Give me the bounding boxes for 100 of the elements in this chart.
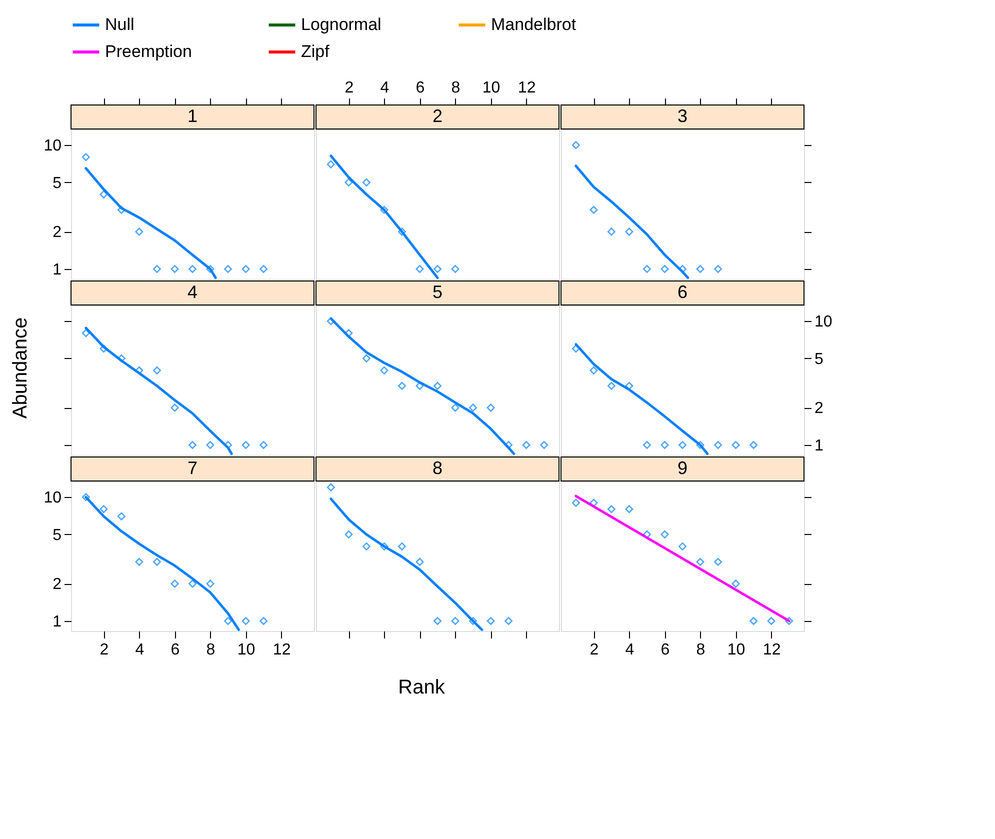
y-tick-label: 10 [814,314,832,331]
point [696,558,704,566]
point [380,542,388,550]
point [540,440,548,449]
point [572,498,580,507]
point [326,483,335,492]
y-axis-title: Abundance [10,317,32,419]
point [398,382,406,390]
x-tick-label: 12 [518,80,536,96]
point [152,558,161,566]
point [188,264,197,273]
y-tick-label: 1 [52,613,62,630]
x-tick-label: 2 [344,80,354,96]
point [206,440,214,449]
point [100,344,108,353]
point [170,580,179,588]
point [696,440,704,449]
x-tick-label: 10 [727,642,746,658]
point [625,382,634,390]
point [607,228,616,236]
point [100,505,108,514]
point [224,264,232,273]
point [714,440,722,449]
x-tick-label: 6 [170,642,180,658]
x-tick-label: 8 [206,642,216,658]
point [362,354,370,362]
point [82,329,90,338]
y-tick-label: 1 [52,261,62,278]
x-tick-label: 10 [482,80,500,96]
point [135,366,144,374]
point [117,206,126,214]
point [152,264,161,273]
point [572,141,580,150]
point [188,440,197,449]
y-tick-label: 5 [814,350,824,368]
point [135,228,144,236]
chart-title: 5 [432,282,443,302]
y-tick-label: 2 [52,224,62,242]
chart-title: 4 [187,282,198,302]
point [451,264,460,273]
point [750,440,758,449]
point [590,366,598,374]
point [451,404,460,412]
x-tick-label: 8 [696,642,706,658]
point [362,178,370,186]
point [696,264,704,273]
point [398,228,406,236]
x-tick-label: 4 [625,642,634,658]
point [260,440,268,449]
point [326,160,335,168]
point [260,616,268,625]
x-tick-label: 6 [416,80,425,96]
point [642,530,651,538]
y-tick-label: 5 [52,526,62,544]
point [152,366,161,374]
point [433,382,442,390]
y-tick-label: 1 [814,437,824,454]
point [607,505,616,514]
point [590,498,598,507]
point [433,264,442,273]
point [678,542,687,550]
y-tick-label: 10 [44,490,62,507]
legend-label: Mandelbrot [491,15,576,34]
x-tick-label: 6 [660,642,670,658]
point [224,616,232,625]
chart-title: 8 [432,458,443,478]
point [486,404,495,412]
point [504,616,513,625]
point [380,206,388,214]
point [344,530,353,538]
point [117,354,126,362]
point [206,580,214,588]
point [100,190,108,198]
point [82,493,90,502]
legend-label: Preemption [105,42,192,61]
point [767,616,776,625]
x-tick-label: 4 [380,80,390,96]
legend-label: Null [105,15,134,34]
chart-title: 1 [187,106,198,126]
point [188,580,197,588]
point [678,264,687,273]
point [344,178,353,186]
point [625,505,634,514]
chart-title: 7 [187,458,198,478]
point [326,317,335,326]
chart-title: 9 [677,458,688,478]
point [714,264,722,273]
legend-label: Lognormal [301,15,382,34]
point [486,616,495,625]
point [732,440,740,449]
x-tick-label: 4 [135,642,144,658]
point [380,366,388,374]
point [206,264,214,273]
x-tick-label: 10 [237,642,256,658]
point [678,440,687,449]
point [642,264,651,273]
point [242,616,250,625]
point [469,616,478,625]
point [82,153,90,162]
legend-label: Zipf [301,42,330,61]
